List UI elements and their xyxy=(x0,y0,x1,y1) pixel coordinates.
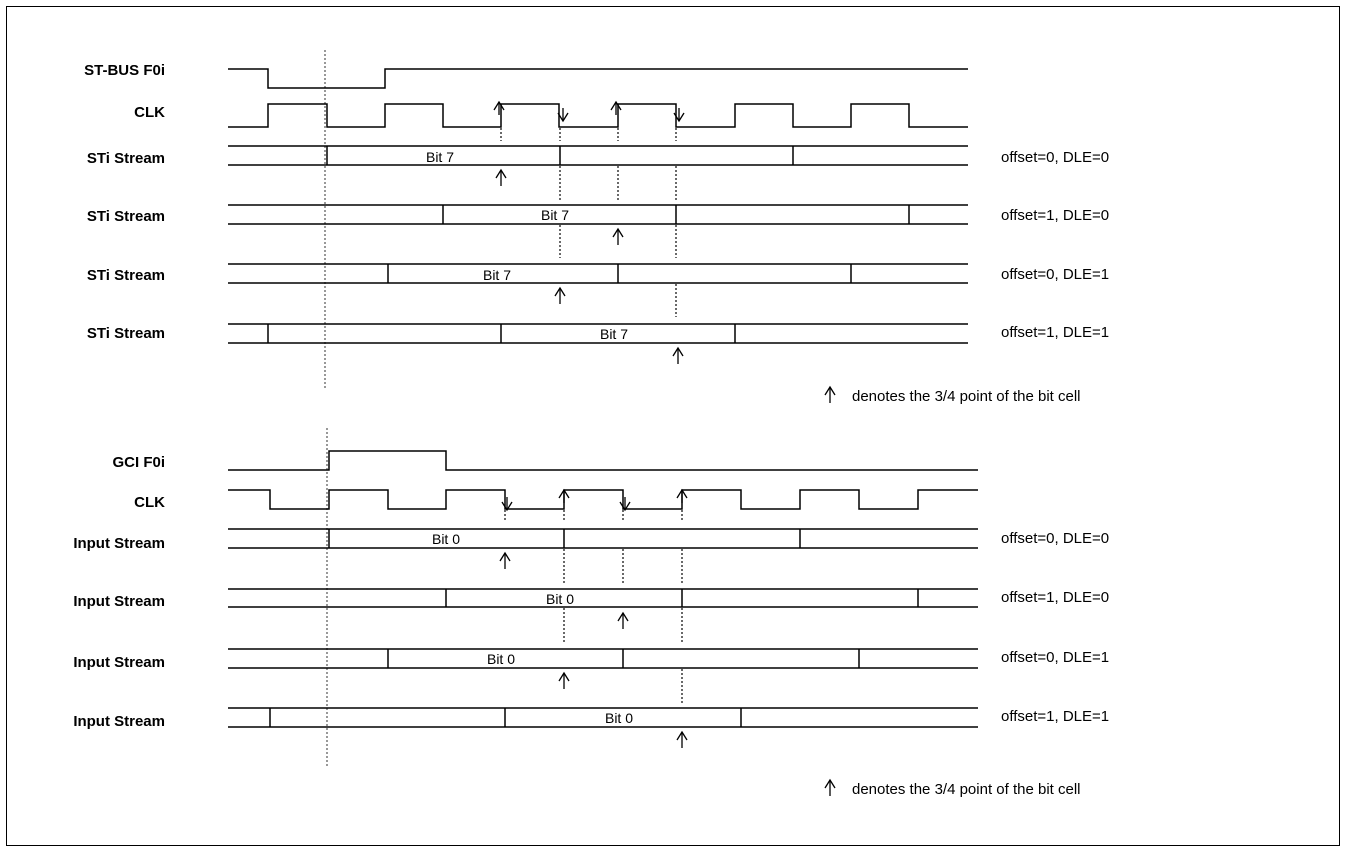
gci-row-4: Input Stream Bit 0 offset=1, DLE=1 xyxy=(73,707,1109,748)
stbus-row-4-bit-label: Bit 7 xyxy=(600,326,628,342)
stbus-row-2-note: offset=1, DLE=0 xyxy=(1001,207,1109,224)
gci-row-2-label: Input Stream xyxy=(73,593,165,610)
stbus-frame-pulse-waveform xyxy=(228,68,968,89)
stbus-legend-text: denotes the 3/4 point of the bit cell xyxy=(852,388,1081,405)
stbus-section: ST-BUS F0i CLK STi Stream Bit 7 offset=0… xyxy=(84,50,1109,405)
stbus-clk-waveform xyxy=(228,103,968,128)
stbus-row-2-bit-label: Bit 7 xyxy=(541,207,569,223)
stbus-row-1-note: offset=0, DLE=0 xyxy=(1001,149,1109,166)
gci-row-1-label: Input Stream xyxy=(73,535,165,552)
gci-row-4-note: offset=1, DLE=1 xyxy=(1001,708,1109,725)
gci-frame-pulse-waveform xyxy=(228,450,978,471)
stbus-row-1-label: STi Stream xyxy=(87,150,165,167)
gci-row-3-label: Input Stream xyxy=(73,654,165,671)
stbus-row-2-label: STi Stream xyxy=(87,208,165,225)
gci-row-1-note: offset=0, DLE=0 xyxy=(1001,530,1109,547)
gci-clk-waveform xyxy=(228,489,978,510)
stbus-row-3-note: offset=0, DLE=1 xyxy=(1001,266,1109,283)
timing-diagram: ST-BUS F0i CLK STi Stream Bit 7 offset=0… xyxy=(73,50,1109,798)
stbus-legend: denotes the 3/4 point of the bit cell xyxy=(824,385,1081,405)
gci-row-1: Input Stream Bit 0 offset=0, DLE=0 xyxy=(73,528,1109,583)
gci-frame-label: GCI F0i xyxy=(112,454,165,471)
stbus-row-1: STi Stream Bit 7 offset=0, DLE=0 xyxy=(87,145,1109,200)
gci-row-3-note: offset=0, DLE=1 xyxy=(1001,649,1109,666)
gci-row-1-bit-label: Bit 0 xyxy=(432,531,460,547)
gci-section: GCI F0i CLK Input Stream Bit 0 offset=0,… xyxy=(73,428,1109,798)
stbus-row-4-note: offset=1, DLE=1 xyxy=(1001,324,1109,341)
gci-row-2: Input Stream Bit 0 offset=1, DLE=0 xyxy=(73,588,1109,642)
stbus-row-1-bit-label: Bit 7 xyxy=(426,149,454,165)
gci-row-2-bit-label: Bit 0 xyxy=(546,591,574,607)
stbus-clk-label: CLK xyxy=(134,104,165,121)
stbus-row-3-label: STi Stream xyxy=(87,267,165,284)
stbus-row-3: STi Stream Bit 7 offset=0, DLE=1 xyxy=(87,263,1109,317)
stbus-row-2: STi Stream Bit 7 offset=1, DLE=0 xyxy=(87,204,1109,258)
gci-row-4-label: Input Stream xyxy=(73,713,165,730)
gci-row-4-bit-label: Bit 0 xyxy=(605,710,633,726)
gci-legend: denotes the 3/4 point of the bit cell xyxy=(824,778,1081,798)
stbus-row-4-label: STi Stream xyxy=(87,325,165,342)
stbus-frame-label: ST-BUS F0i xyxy=(84,62,165,79)
gci-legend-text: denotes the 3/4 point of the bit cell xyxy=(852,781,1081,798)
gci-row-3-bit-label: Bit 0 xyxy=(487,651,515,667)
stbus-row-3-bit-label: Bit 7 xyxy=(483,267,511,283)
gci-clk-edge-markers xyxy=(501,488,688,522)
gci-row-2-note: offset=1, DLE=0 xyxy=(1001,589,1109,606)
gci-clk-label: CLK xyxy=(134,494,165,511)
gci-row-3: Input Stream Bit 0 offset=0, DLE=1 xyxy=(73,648,1109,703)
stbus-clk-edge-markers xyxy=(493,100,685,141)
stbus-row-4: STi Stream Bit 7 offset=1, DLE=1 xyxy=(87,323,1109,364)
